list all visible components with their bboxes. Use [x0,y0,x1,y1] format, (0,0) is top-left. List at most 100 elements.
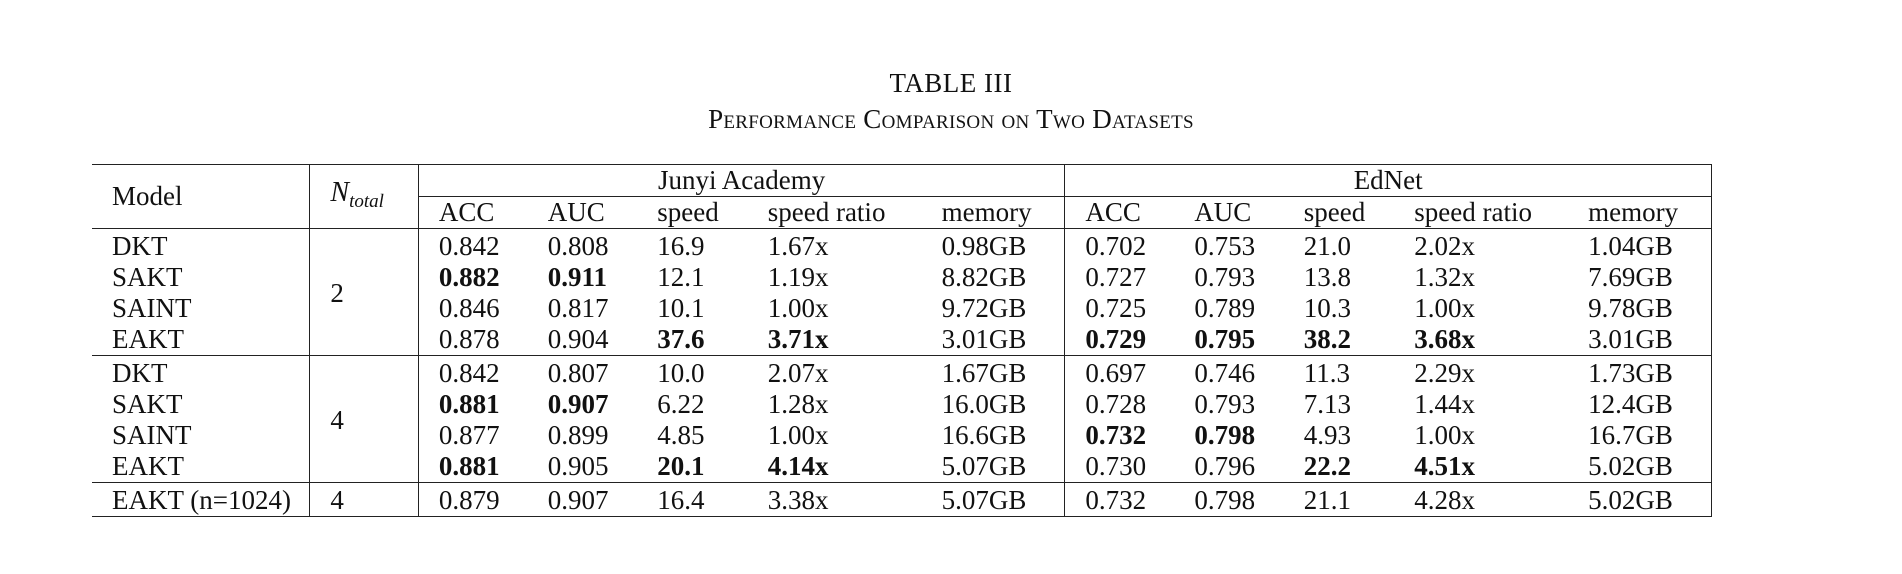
value-cell: 1.04GB [1568,228,1713,262]
header-col: speed [637,196,748,229]
best-value: 4.51x [1414,451,1475,481]
value-cell: 1.00x [767,420,829,450]
value-cell: 1.00x [1414,293,1475,323]
value-cell: 8.82GB [921,262,1066,293]
value-cell: 7.13 [1303,389,1352,419]
best-value: 22.2 [1303,451,1352,481]
n-total-cell: 4 [309,355,419,483]
header-col: ACC [1064,196,1175,229]
value-cell: 1.44x [1414,389,1475,419]
best-value: 0.795 [1194,324,1256,354]
value-cell: 21.0 [1303,231,1352,261]
value-cell: 0.878 [418,324,528,356]
model-name-cell: SAKT [92,389,311,420]
header-col: ACC [418,196,528,229]
value-cell: 0.904 [527,324,638,356]
header-col: AUC [527,196,638,229]
value-cell: 0.798 [1174,482,1284,517]
value-cell: 9.78GB [1568,293,1713,324]
value-cell: 0.725 [1085,293,1147,323]
value-cell: 5.07GB [921,451,1066,483]
best-value: 0.798 [1194,420,1256,450]
n-total-cell: 4 [309,482,419,517]
value-cell: 0.789 [1194,293,1256,323]
best-value: 0.729 [1085,324,1147,354]
value-cell: 0.907 [527,482,638,517]
value-cell: 3.68x [1394,324,1569,356]
best-value: 0.881 [438,451,500,481]
value-cell: 0.746 [1194,358,1256,388]
value-cell: 1.00x [767,293,829,323]
value-cell: 3.38x [747,482,922,517]
table-row: SAINT 0.846 0.817 10.1 1.00x 9.72GB 0.725 0.789… [92,293,1713,324]
table-number: TABLE III [889,68,1013,98]
model-name-cell: DKT [92,228,311,262]
header-col: AUC [1174,196,1284,229]
value-cell: 0.702 [1085,231,1147,261]
value-cell: 0.798 [1174,420,1283,451]
header-model: Model [92,164,311,229]
best-value: 4.14x [767,451,829,481]
value-cell: 1.19x [767,262,829,292]
table-row: EAKT (n=1024) 4 0.879 0.907 16.4 3.38x 5.07GB 0… [92,482,1713,517]
value-cell: 16.4 [637,482,748,517]
value-cell: 0.879 [418,482,528,517]
value-cell: 5.02GB [1568,451,1713,483]
value-cell: 0.98GB [921,228,1066,262]
value-cell: 10.1 [657,293,705,323]
table-row: DKT 2 0.842 0.808 16.9 1.67x 0.98GB 0.702 0.753 2… [92,228,1713,356]
model-name-cell: SAINT [92,420,311,451]
n-total-cell: 2 [309,228,419,356]
value-cell: 0.881 [418,389,527,420]
table-row: EAKT 0.881 0.905 20.1 4.14x 5.07GB 0.730 0.796 2… [92,451,1713,483]
value-cell: 0.877 [438,420,500,450]
value-cell: 0.796 [1174,451,1284,483]
value-cell: 1.73GB [1568,355,1713,389]
value-cell: 1.67x [767,231,829,261]
value-cell: 1.00x [1414,420,1475,450]
value-cell: 0.899 [547,420,609,450]
best-value: 38.2 [1303,324,1352,354]
value-cell: 0.728 [1085,389,1147,419]
value-cell: 3.01GB [921,324,1066,356]
value-cell: 0.753 [1194,231,1256,261]
value-cell: 3.71x [747,324,922,356]
header-group-ednet: EdNet [1064,164,1712,197]
value-cell: 1.28x [767,389,829,419]
model-name-cell: SAKT [92,262,311,293]
best-value: 3.71x [767,324,829,354]
value-cell: 5.07GB [921,482,1066,517]
best-value: 0.882 [438,262,500,292]
model-name-cell: EAKT [92,324,311,356]
best-value: 0.881 [438,389,500,419]
value-cell: 0.911 [528,262,637,293]
table-row: SAKT 0.882 0.911 12.1 1.19x 8.82GB 0.727 0.793 1… [92,262,1713,293]
value-cell: 13.8 [1303,262,1352,292]
best-value: 37.6 [657,324,705,354]
value-cell: 1.67GB [921,355,1066,389]
best-value: 20.1 [657,451,705,481]
results-table: Model Ntotal Junyi Academy EdNet ACC AUC… [92,164,1713,517]
value-cell: 3.01GB [1568,324,1713,356]
value-cell: 10.3 [1303,293,1352,323]
model-name-cell: SAINT [92,293,311,324]
value-cell: 4.85 [657,420,705,450]
value-cell: 2.07x [767,358,829,388]
table-body: DKT 2 0.842 0.808 16.9 1.67x 0.98GB 0.702 0.753 2… [92,228,1713,517]
header-col: speed [1283,196,1395,229]
value-cell: 21.1 [1283,482,1395,517]
value-cell: 0.905 [527,451,638,483]
header-col: memory [921,196,1066,229]
value-cell: 20.1 [637,451,748,483]
header-n-total: Ntotal [309,164,419,229]
value-cell: 4.14x [747,451,922,483]
table-title: Performance Comparison on Two Datasets [708,104,1194,134]
value-cell: 4.28x [1394,482,1569,517]
value-cell: 0.882 [418,262,527,293]
value-cell: 16.9 [657,231,705,261]
value-cell: 0.697 [1085,358,1147,388]
header-col: speed ratio [747,196,922,229]
value-cell: 0.729 [1064,324,1175,356]
value-cell: 4.93 [1303,420,1352,450]
header-col: speed ratio [1394,196,1569,229]
